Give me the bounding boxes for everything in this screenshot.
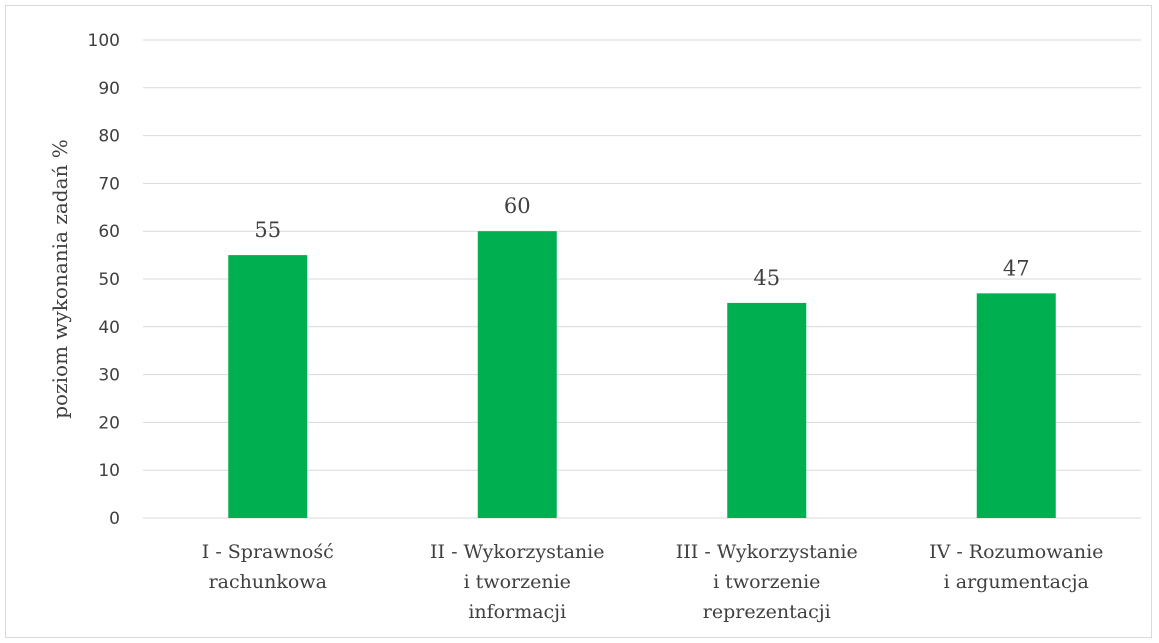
category-labels: I - Sprawność rachunkowa II - Wykorzystani…	[202, 541, 1104, 623]
y-tick-label: 10	[98, 461, 120, 481]
data-label: 60	[504, 194, 531, 218]
category-label: I - Sprawność	[202, 541, 334, 563]
y-tick-label: 30	[98, 366, 120, 386]
category-label: rachunkowa	[209, 571, 327, 593]
bar	[976, 293, 1056, 518]
category-label: i tworzenie	[464, 571, 571, 593]
y-tick-labels: 0 10 20 30 40 50 60 70 80 90 100	[88, 31, 120, 529]
y-tick-label: 50	[98, 270, 120, 290]
category-label: reprezentacji	[703, 601, 831, 623]
bar	[727, 302, 807, 518]
category-label: i argumentacja	[944, 571, 1089, 593]
gridlines	[143, 39, 1141, 519]
data-labels: 55 60 45 47	[254, 194, 1029, 290]
bar	[228, 255, 308, 518]
data-label: 45	[753, 266, 780, 290]
data-label: 55	[254, 218, 281, 242]
data-label: 47	[1003, 256, 1030, 280]
category-label: i tworzenie	[713, 571, 820, 593]
y-tick-label: 20	[98, 413, 120, 433]
y-tick-label: 0	[109, 509, 120, 529]
chart-frame	[5, 5, 1152, 638]
y-axis-label: poziom wykonania zadań %	[48, 139, 72, 419]
y-tick-label: 100	[88, 31, 120, 51]
y-tick-label: 80	[98, 127, 120, 147]
bars	[228, 231, 1056, 518]
y-tick-label: 40	[98, 318, 120, 338]
y-tick-label: 60	[98, 222, 120, 242]
category-label: III - Wykorzystanie	[676, 541, 858, 563]
bar	[477, 231, 557, 518]
category-label: IV - Rozumowanie	[929, 541, 1103, 563]
y-tick-label: 70	[98, 174, 120, 194]
y-tick-label: 90	[98, 79, 120, 99]
category-label: informacji	[468, 601, 566, 623]
category-label: II - Wykorzystanie	[430, 541, 604, 563]
